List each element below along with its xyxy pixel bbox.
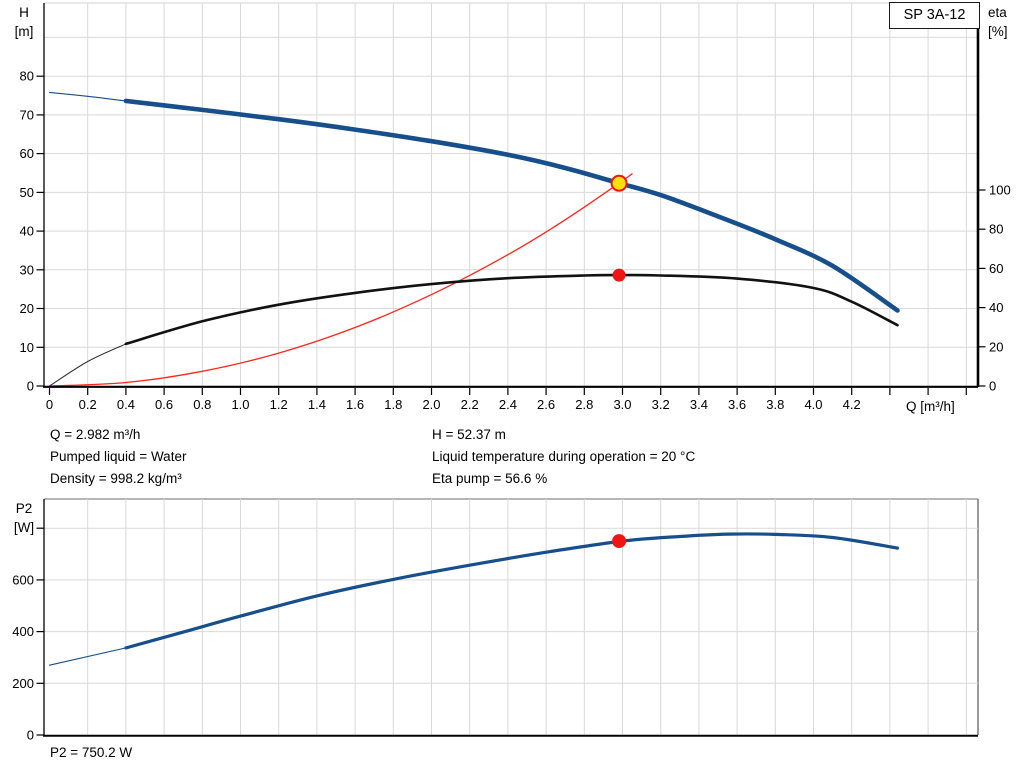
q-tick-label: 0.4: [117, 397, 135, 412]
q-tick-label: 2.4: [499, 397, 517, 412]
q-tick-label: 3.8: [766, 397, 784, 412]
duty-point-eta[interactable]: [612, 268, 626, 282]
p2-curve: [124, 532, 900, 650]
h-tick-label: 70: [20, 107, 34, 122]
q-tick-label: 2.0: [422, 397, 440, 412]
eta-tick-label: 40: [989, 300, 1003, 315]
q-tick-label: 3.4: [690, 397, 708, 412]
q-tick-label: 1.4: [308, 397, 326, 412]
q-tick-label: 2.8: [575, 397, 593, 412]
annotation-density: Density = 998.2 kg/m³: [50, 471, 182, 486]
q-tick-label: 1.6: [346, 397, 364, 412]
p2-axis-title-unit: [W]: [13, 520, 35, 535]
h-tick-label: 20: [20, 301, 34, 316]
annotation-flow: Q = 2.982 m³/h: [50, 427, 141, 442]
q-tick-label: 1.8: [384, 397, 402, 412]
q-tick-label: 0.8: [193, 397, 211, 412]
q-axis-title: Q [m³/h]: [906, 399, 955, 414]
eta-tick-label: 20: [989, 339, 1003, 354]
p2-axis-title: P2 [W]: [6, 499, 42, 537]
q-tick-label: 3.2: [652, 397, 670, 412]
h-tick-label: 40: [20, 224, 34, 239]
annotation-temperature: Liquid temperature during operation = 20…: [432, 449, 696, 464]
p2-tick-label: 0: [27, 728, 34, 743]
annotation-efficiency: Eta pump = 56.6 %: [432, 471, 548, 486]
h-tick-label: 60: [20, 146, 34, 161]
eta-curve: [124, 273, 899, 346]
duty-point-p2[interactable]: [612, 534, 627, 549]
eta-axis-title-unit: [%]: [988, 24, 1008, 39]
p2-tick-label: 400: [12, 624, 34, 639]
eta-tick-label: 100: [989, 183, 1011, 198]
eta-curve-lead-in: [49, 343, 127, 387]
h-axis-title-symbol: H: [19, 5, 29, 20]
h-tick-label: 0: [27, 379, 34, 394]
p2-curve-lead-in: [48, 647, 127, 666]
eta-axis-title: eta [%]: [988, 3, 1022, 41]
pump-curve: [123, 98, 900, 313]
annotation-power: P2 = 750.2 W: [50, 745, 133, 760]
q-tick-label: 0: [46, 397, 53, 412]
q-tick-label: 3.6: [728, 397, 746, 412]
h-tick-label: 80: [20, 69, 34, 84]
pump-curve-lead-in: [48, 91, 127, 102]
p2-tick-label: 600: [12, 572, 34, 587]
h-axis-title-unit: [m]: [14, 24, 34, 39]
p2-tick-label: 200: [12, 676, 34, 691]
p2-axis-title-symbol: P2: [15, 501, 33, 516]
q-tick-label: 0.6: [155, 397, 173, 412]
q-tick-label: 3.0: [613, 397, 631, 412]
pump-model-badge: SP 3A-12: [889, 2, 980, 29]
q-tick-label: 4.2: [843, 397, 861, 412]
q-tick-label: 1.2: [270, 397, 288, 412]
h-tick-label: 50: [20, 185, 34, 200]
eta-tick-label: 80: [989, 222, 1003, 237]
q-tick-label: 1.0: [231, 397, 249, 412]
annotation-head: H = 52.37 m: [432, 427, 506, 442]
q-tick-label: 2.2: [461, 397, 479, 412]
duty-point-qh[interactable]: [610, 174, 628, 192]
annotation-liquid: Pumped liquid = Water: [50, 449, 187, 464]
h-axis-title: H [m]: [6, 3, 42, 41]
system-curve: [48, 173, 633, 387]
eta-tick-label: 0: [989, 379, 996, 394]
q-tick-label: 4.0: [804, 397, 822, 412]
eta-axis-title-symbol: eta: [988, 5, 1007, 20]
q-tick-label: 2.6: [537, 397, 555, 412]
h-tick-label: 30: [20, 262, 34, 277]
eta-tick-label: 60: [989, 261, 1003, 276]
h-tick-label: 10: [20, 340, 34, 355]
q-tick-label: 0.2: [79, 397, 97, 412]
